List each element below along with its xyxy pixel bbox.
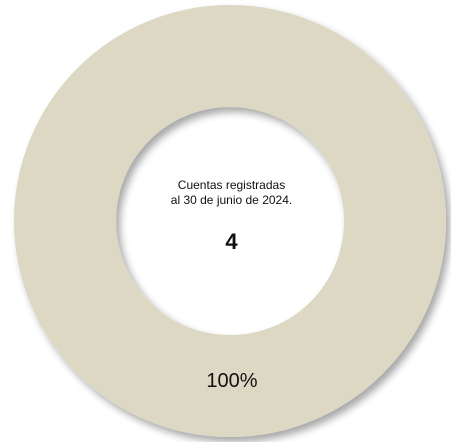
donut-slice-0 <box>14 5 446 437</box>
center-caption: Cuentas registradas al 30 de junio de 20… <box>150 178 313 208</box>
slice-label-percentage: 100% <box>206 370 258 392</box>
center-caption-line-1: Cuentas registradas <box>177 178 286 192</box>
center-value: 4 <box>225 229 238 254</box>
center-caption-line-2: al 30 de junio de 2024. <box>170 193 293 207</box>
donut-slices <box>14 5 446 437</box>
